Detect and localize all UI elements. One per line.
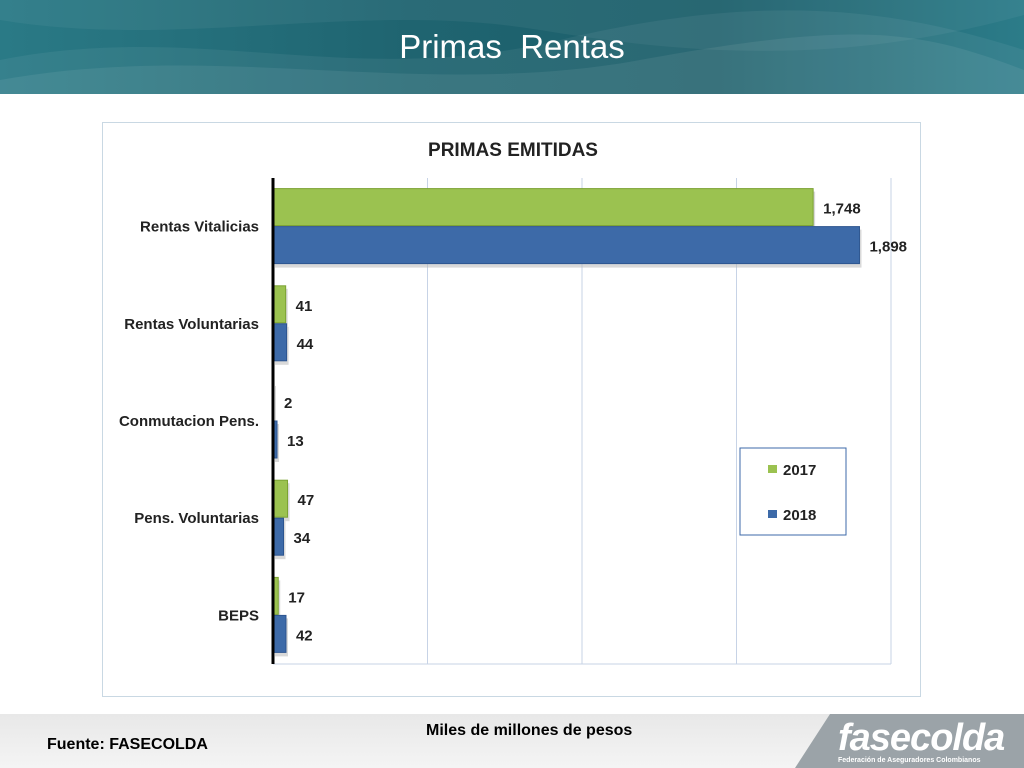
bar-2018	[272, 517, 285, 556]
chart-bars	[272, 188, 862, 657]
chart-title: PRIMAS EMITIDAS	[428, 140, 598, 161]
bar-2017	[272, 285, 287, 324]
value-label: 1,898	[869, 239, 907, 256]
value-label: 17	[288, 589, 305, 606]
bar-shadow	[275, 386, 276, 424]
bar-2018	[272, 323, 288, 362]
legend-label: 2017	[783, 462, 816, 479]
legend-swatch-2017	[768, 465, 777, 473]
chart-frame: PRIMAS EMITIDAS Rentas Vitalicias Rentas …	[102, 122, 921, 697]
bar-2018	[272, 226, 860, 265]
legend-box	[739, 447, 847, 536]
value-label: 42	[296, 627, 313, 644]
units-note: Miles de millones de pesos	[426, 722, 633, 739]
category-label: BEPS	[218, 607, 259, 624]
value-label: 2	[284, 395, 292, 412]
legend-swatch-2018	[768, 510, 777, 518]
value-label: 47	[298, 492, 315, 509]
source-note: Fuente: FASECOLDA	[47, 736, 208, 753]
bar-2017	[272, 188, 814, 227]
fasecolda-logo-background	[795, 714, 1024, 768]
value-label: 1,748	[823, 201, 861, 218]
header-wave-decoration	[0, 0, 1024, 94]
page-title: Primas Rentas	[399, 28, 625, 65]
category-label: Conmutacion Pens.	[119, 413, 259, 430]
value-label: 44	[297, 336, 314, 353]
value-label: 41	[296, 298, 313, 315]
logo-tagline: Federación de Aseguradores Colombianos	[838, 757, 981, 764]
value-label: 34	[294, 530, 311, 547]
value-label: 13	[287, 433, 304, 450]
category-label: Rentas Vitalicias	[140, 219, 259, 236]
bar-2017	[272, 479, 289, 518]
legend-label: 2018	[783, 507, 816, 524]
bar-2018	[272, 614, 287, 653]
category-labels: Rentas Vitalicias Rentas Voluntarias Conmu…	[119, 219, 259, 625]
chart-legend: 2017 2018	[739, 447, 847, 536]
category-label: Rentas Voluntarias	[124, 316, 259, 333]
category-label: Pens. Voluntarias	[134, 510, 259, 527]
bar-chart: PRIMAS EMITIDAS Rentas VitaliciasRentas …	[119, 140, 907, 665]
logo-wordmark: fasecolda	[838, 717, 1005, 759]
value-labels: 1,748 1,898 41 44 2 13 47 34 17 42	[284, 201, 907, 645]
header-banner: Primas Rentas	[0, 0, 1024, 94]
